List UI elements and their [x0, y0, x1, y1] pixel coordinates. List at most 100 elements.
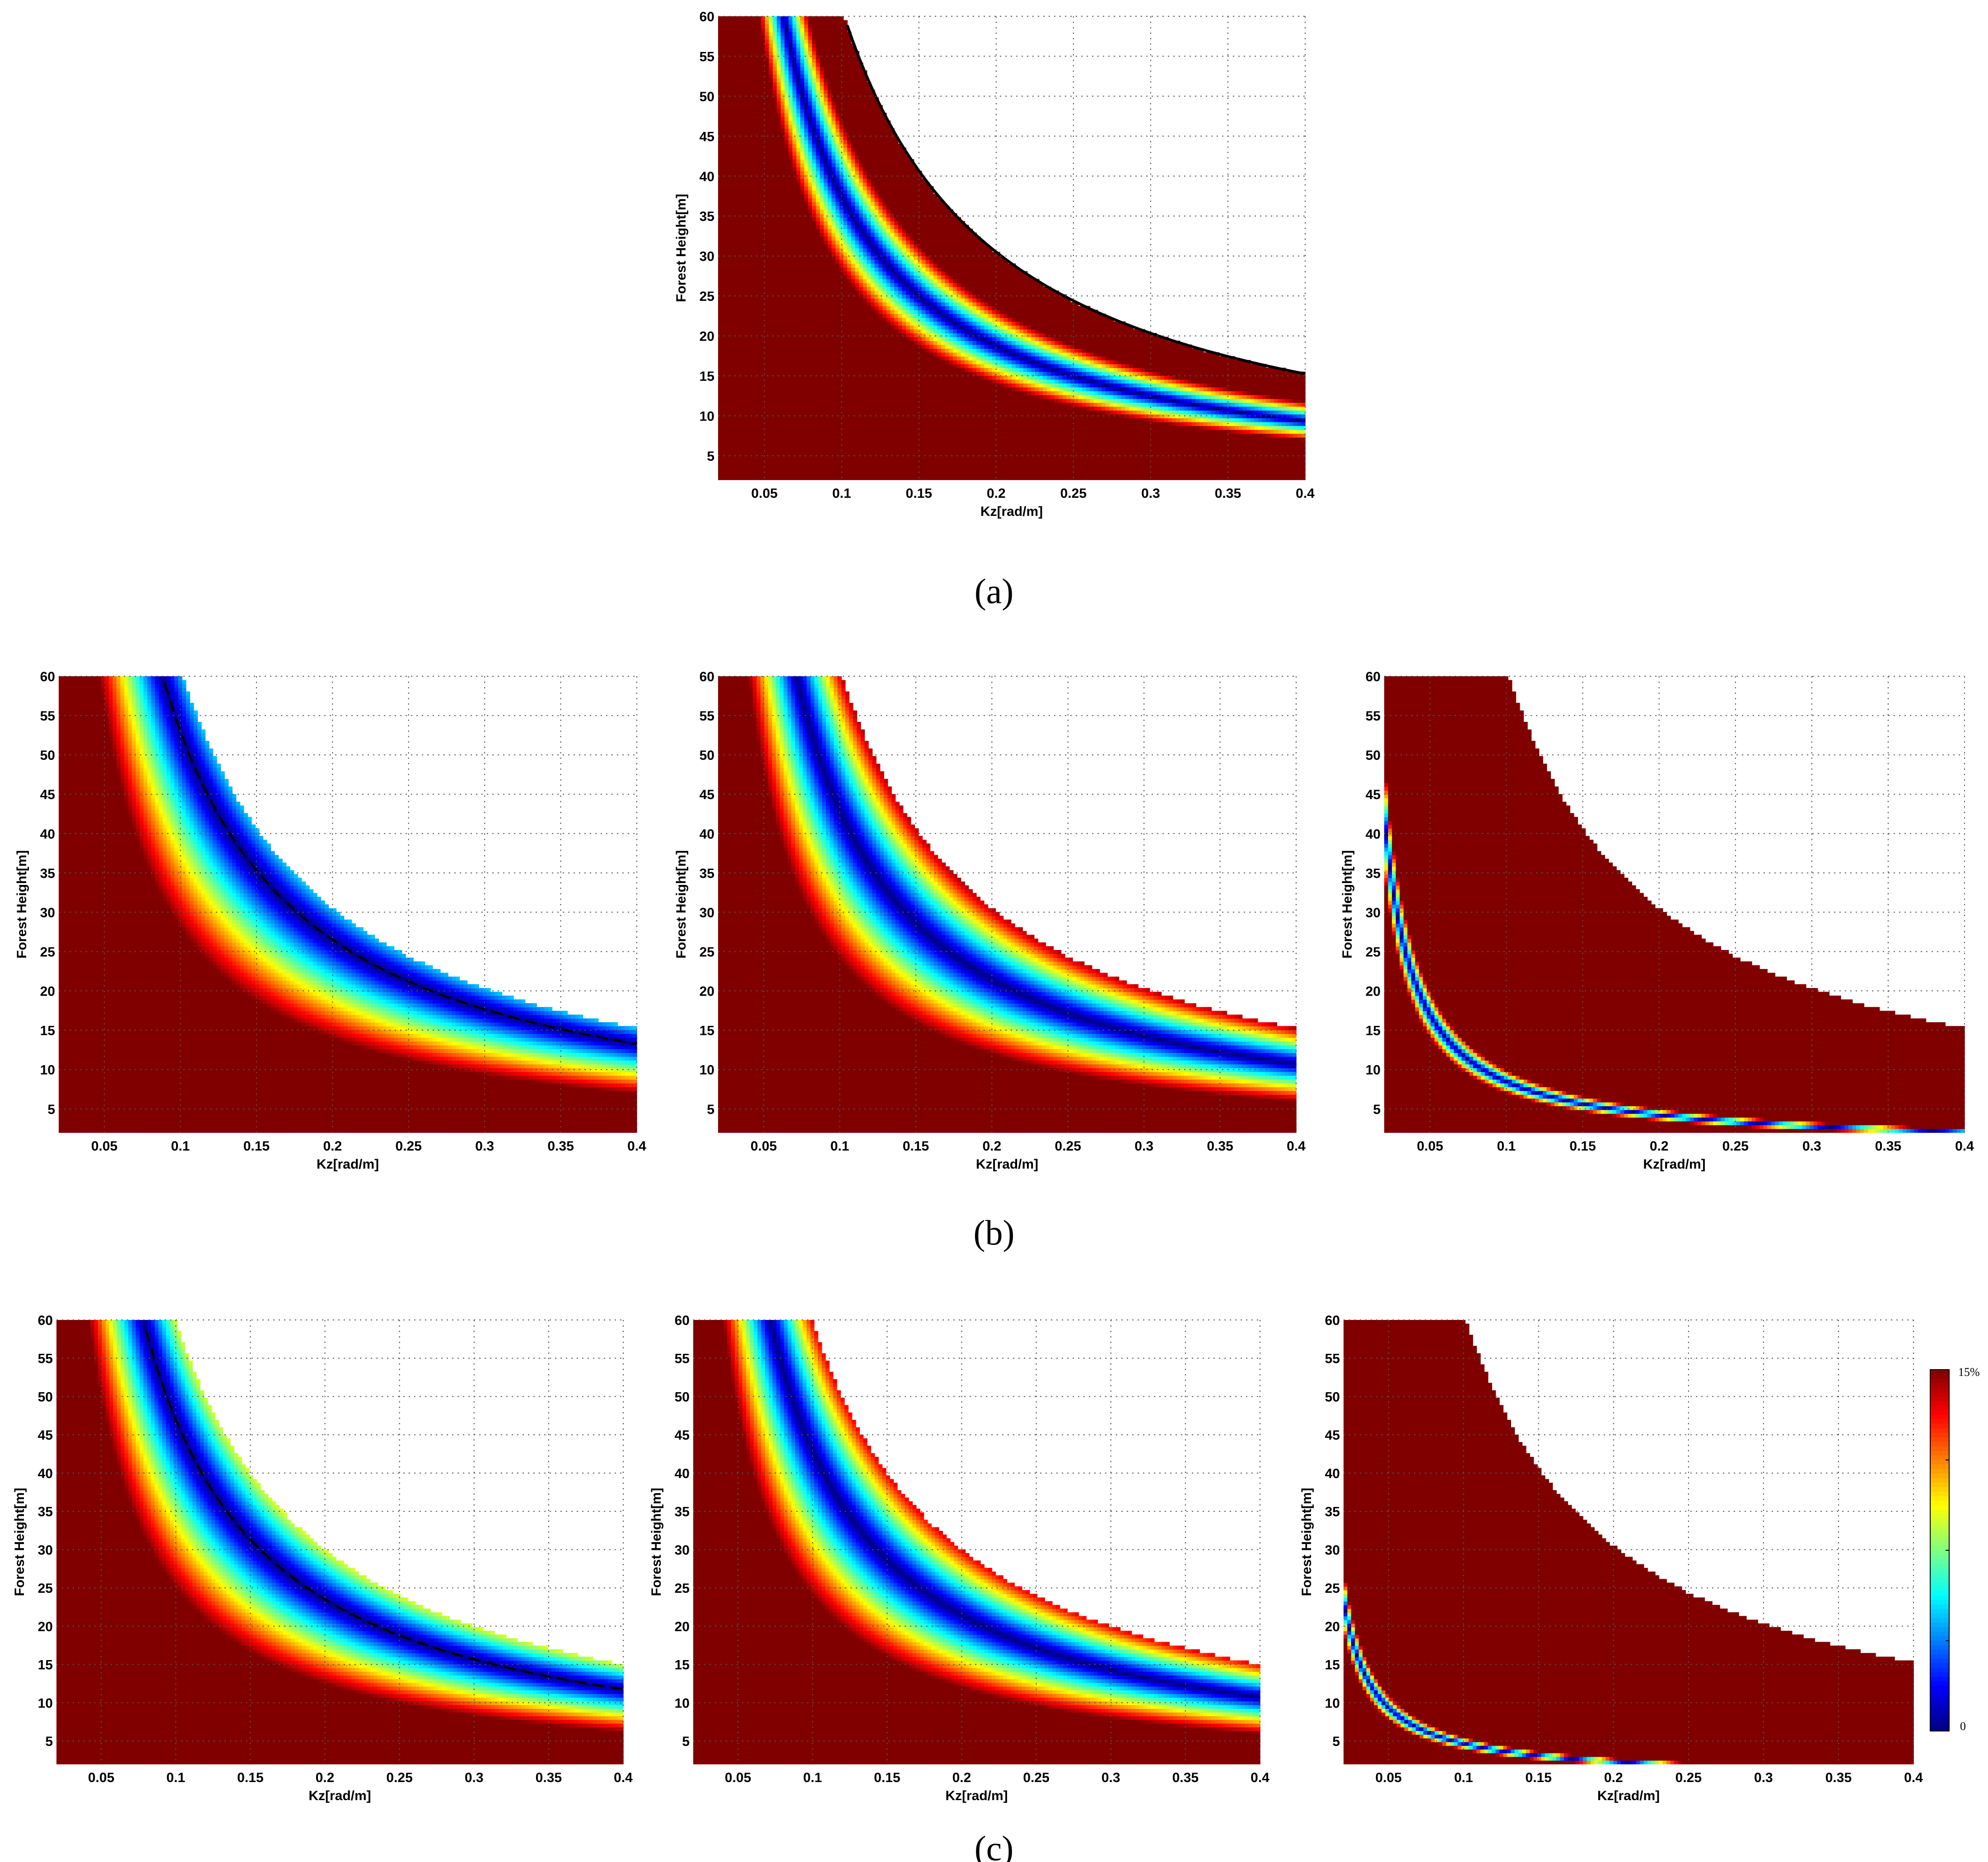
heatmap-cell	[718, 59, 722, 63]
heatmap-cell	[749, 221, 753, 225]
heatmap-cell	[800, 345, 804, 349]
heatmap-cell	[808, 441, 812, 445]
heatmap-cell	[757, 437, 761, 441]
heatmap-cell	[742, 155, 746, 159]
heatmap-cell	[781, 16, 785, 20]
heatmap-cell	[742, 287, 746, 291]
heatmap-cell	[718, 337, 722, 341]
heatmap-cell	[769, 86, 773, 90]
heatmap-cell	[796, 287, 800, 291]
heatmap-cell	[726, 148, 730, 152]
plots-layer: 0.05 0.1 0.15 0.2 0.25 0.3 0.35 0.4510152025303…	[12, 9, 1974, 1803]
heatmap-cell	[742, 298, 746, 302]
heatmap-cell	[784, 63, 789, 67]
heatmap-cell	[753, 63, 757, 67]
heatmap-cell	[781, 24, 785, 28]
heatmap-cell	[808, 63, 812, 67]
heatmap-cell	[737, 82, 742, 86]
heatmap-cell	[718, 210, 722, 214]
heatmap-cell	[793, 121, 797, 125]
heatmap-cell	[781, 175, 785, 179]
heatmap-cell	[777, 136, 781, 140]
heatmap-cell	[742, 206, 746, 210]
heatmap-cell	[765, 383, 769, 387]
heatmap-cell	[734, 163, 738, 167]
heatmap-cell	[789, 372, 793, 376]
heatmap-cell	[722, 402, 726, 407]
heatmap-cell	[734, 101, 738, 105]
heatmap-cell	[793, 360, 797, 364]
heatmap-cell	[742, 267, 746, 271]
heatmap-cell	[789, 63, 793, 67]
heatmap-cell	[734, 105, 738, 109]
heatmap-cell	[800, 402, 804, 407]
heatmap-cell	[796, 217, 800, 221]
heatmap-cell	[781, 86, 785, 90]
heatmap-cell	[749, 167, 753, 171]
heatmap-cell	[734, 70, 738, 75]
heatmap-cell	[749, 271, 753, 275]
heatmap-cell	[734, 387, 738, 391]
heatmap-cell	[793, 321, 797, 325]
heatmap-cell	[734, 233, 738, 237]
heatmap-cell	[796, 32, 800, 36]
heatmap-cell	[726, 248, 730, 252]
heatmap-cell	[742, 98, 746, 102]
heatmap-cell	[746, 236, 750, 240]
heatmap-cell	[765, 213, 769, 217]
heatmap-cell	[726, 24, 730, 28]
heatmap-cell	[722, 410, 726, 414]
heatmap-cell	[784, 217, 789, 221]
heatmap-cell	[737, 16, 742, 20]
heatmap-cell	[781, 229, 785, 233]
heatmap-cell	[765, 167, 769, 171]
heatmap-cell	[765, 36, 769, 40]
heatmap-cell	[742, 109, 746, 113]
heatmap-cell	[757, 375, 761, 379]
heatmap-cell	[808, 175, 812, 179]
heatmap-cell	[749, 267, 753, 271]
heatmap-cell	[793, 407, 797, 411]
heatmap-cell	[765, 244, 769, 248]
heatmap-cell	[808, 213, 812, 217]
heatmap-cell	[718, 47, 722, 51]
heatmap-cell	[800, 194, 804, 198]
heatmap-cell	[730, 89, 734, 94]
heatmap-cell	[777, 190, 781, 194]
heatmap-cell	[765, 117, 769, 121]
heatmap-cell	[781, 151, 785, 155]
heatmap-cell	[796, 263, 800, 267]
heatmap-cell	[730, 387, 734, 391]
heatmap-cell	[749, 190, 753, 194]
heatmap-cell	[765, 283, 769, 287]
heatmap-cell	[769, 186, 773, 190]
heatmap-cell	[734, 379, 738, 384]
heatmap-cell	[781, 32, 785, 36]
heatmap-cell	[726, 74, 730, 78]
heatmap-cell	[796, 55, 800, 59]
heatmap-cell	[757, 321, 761, 325]
heatmap-cell	[789, 453, 793, 457]
heatmap-cell	[777, 59, 781, 63]
heatmap-cell	[757, 433, 761, 437]
heatmap-cell	[800, 55, 804, 59]
heatmap-cell	[737, 387, 742, 391]
heatmap-a	[718, 16, 1306, 480]
heatmap-cell	[800, 391, 804, 395]
heatmap-cell	[777, 210, 781, 214]
heatmap-cell	[781, 437, 785, 441]
heatmap-cell	[769, 426, 773, 430]
heatmap-cell	[789, 182, 793, 187]
heatmap-cell	[789, 387, 793, 391]
heatmap-cell	[804, 313, 808, 318]
heatmap-cell	[730, 32, 734, 36]
heatmap-cell	[769, 383, 773, 387]
heatmap-cell	[718, 383, 722, 387]
heatmap-cell	[812, 348, 816, 352]
heatmap-cell	[734, 151, 738, 155]
heatmap-cell	[789, 32, 793, 36]
heatmap-cell	[757, 472, 761, 476]
heatmap-cell	[796, 151, 800, 155]
heatmap-cell	[737, 101, 742, 105]
heatmap-cell	[722, 148, 726, 152]
